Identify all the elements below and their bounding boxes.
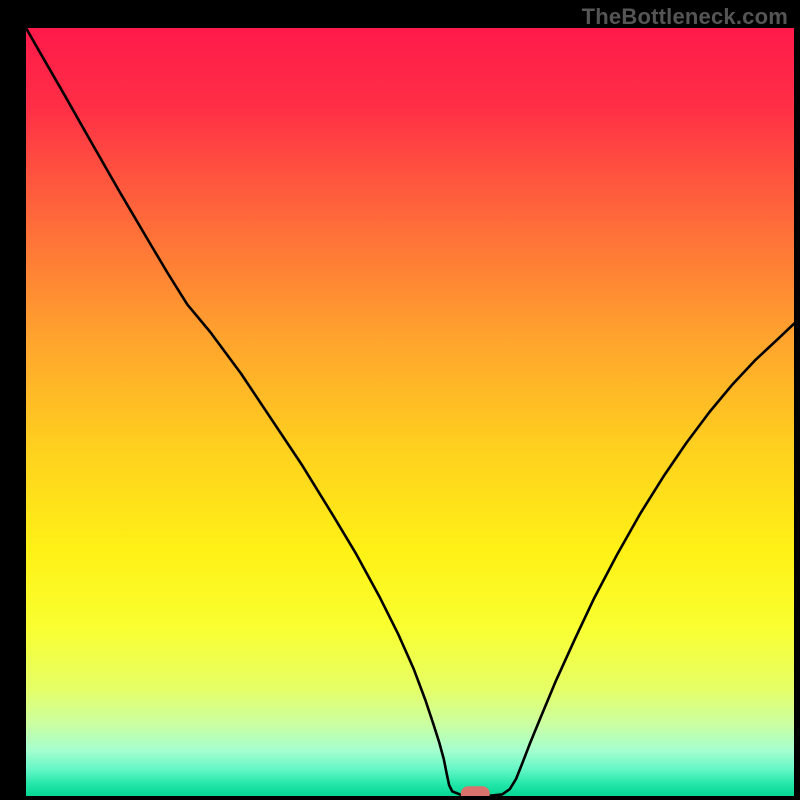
optimal-marker [461, 787, 489, 796]
watermark-text: TheBottleneck.com [582, 4, 788, 30]
chart-background [26, 28, 794, 796]
chart-stage: TheBottleneck.com [0, 0, 800, 800]
plot-area [26, 28, 794, 796]
chart-svg [26, 28, 794, 796]
